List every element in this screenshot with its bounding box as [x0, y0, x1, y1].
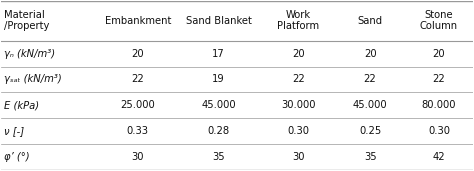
Text: Work
Platform: Work Platform — [277, 10, 319, 31]
Text: 80.000: 80.000 — [422, 100, 456, 110]
Text: 20: 20 — [131, 49, 144, 58]
Text: 22: 22 — [433, 75, 445, 84]
Text: 35: 35 — [364, 152, 376, 162]
Text: 20: 20 — [433, 49, 445, 58]
Text: 0.30: 0.30 — [428, 126, 450, 136]
Text: 22: 22 — [131, 75, 144, 84]
Text: 25.000: 25.000 — [120, 100, 155, 110]
Text: 30: 30 — [131, 152, 144, 162]
Text: 0.28: 0.28 — [208, 126, 230, 136]
Text: 19: 19 — [212, 75, 225, 84]
Text: 42: 42 — [433, 152, 445, 162]
Text: γₙ (kN/m³): γₙ (kN/m³) — [4, 49, 55, 58]
Text: 30.000: 30.000 — [281, 100, 315, 110]
Text: 0.25: 0.25 — [359, 126, 381, 136]
Text: 17: 17 — [212, 49, 225, 58]
Text: 22: 22 — [292, 75, 304, 84]
Text: Embankment: Embankment — [105, 16, 171, 26]
Text: 45.000: 45.000 — [353, 100, 387, 110]
Text: Material
/Property: Material /Property — [4, 10, 50, 31]
Text: ν [-]: ν [-] — [4, 126, 25, 136]
Text: Stone
Column: Stone Column — [420, 10, 458, 31]
Text: Sand Blanket: Sand Blanket — [186, 16, 252, 26]
Text: φ’ (°): φ’ (°) — [4, 152, 30, 162]
Text: 0.33: 0.33 — [127, 126, 149, 136]
Text: 20: 20 — [364, 49, 376, 58]
Text: 20: 20 — [292, 49, 304, 58]
Text: Sand: Sand — [357, 16, 383, 26]
Text: 22: 22 — [364, 75, 376, 84]
Text: 0.30: 0.30 — [287, 126, 309, 136]
Text: γₛₐₜ (kN/m³): γₛₐₜ (kN/m³) — [4, 75, 62, 84]
Text: 45.000: 45.000 — [201, 100, 236, 110]
Text: E (kPa): E (kPa) — [4, 100, 40, 110]
Text: 30: 30 — [292, 152, 304, 162]
Text: 35: 35 — [212, 152, 225, 162]
